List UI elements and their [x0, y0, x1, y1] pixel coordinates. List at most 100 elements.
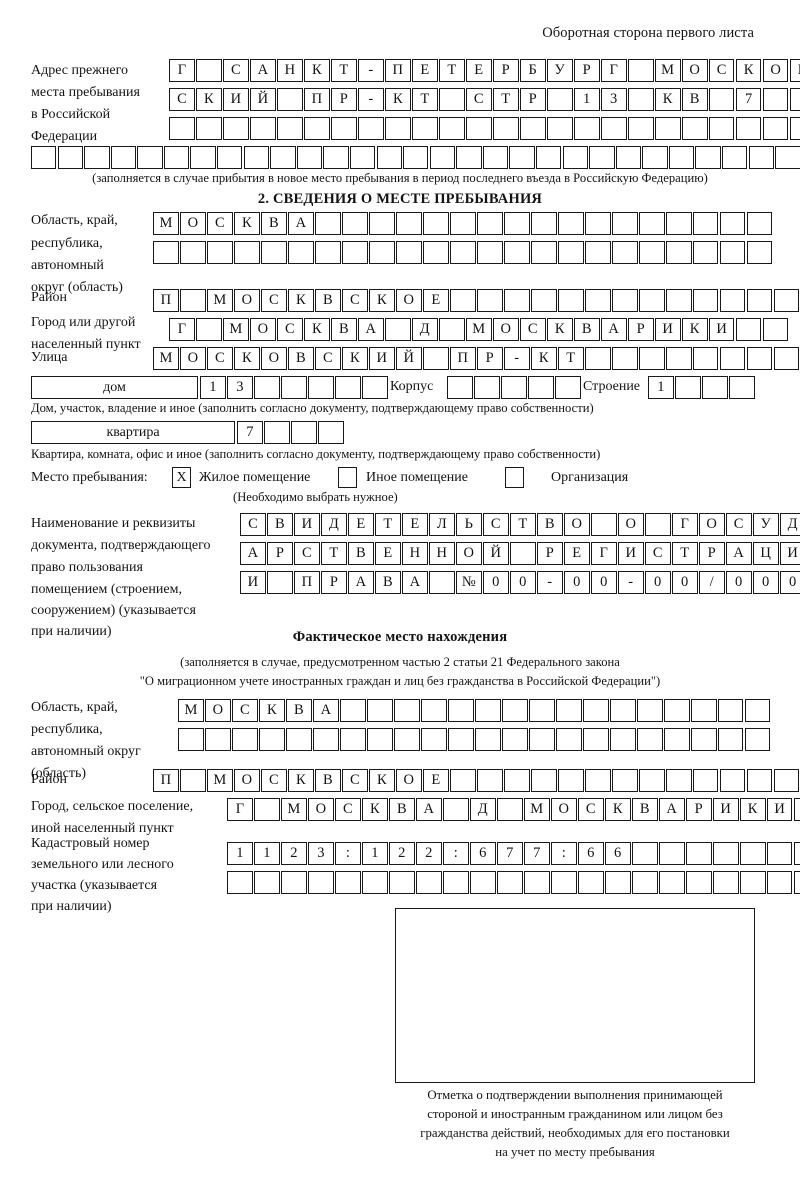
char-cell[interactable]: П [384, 59, 411, 82]
char-cell[interactable] [449, 769, 476, 792]
char-cell[interactable] [722, 146, 748, 169]
char-cell[interactable]: 0 [671, 571, 698, 594]
char-cell[interactable]: Е [563, 542, 590, 565]
char-cell[interactable]: К [368, 769, 395, 792]
char-cell[interactable] [719, 212, 746, 235]
char-cell[interactable]: Р [519, 88, 546, 111]
char-cell[interactable] [361, 376, 388, 399]
char-cell[interactable]: К [530, 347, 557, 370]
char-cell[interactable] [204, 728, 231, 751]
char-cell[interactable] [746, 241, 773, 264]
char-cell[interactable]: О [550, 798, 577, 821]
char-cell[interactable] [636, 699, 663, 722]
char-cell[interactable]: К [681, 318, 708, 341]
actual-region-row-2[interactable] [178, 728, 772, 751]
char-cell[interactable] [422, 241, 449, 264]
char-cell[interactable]: Б [519, 59, 546, 82]
cadastral-row-2[interactable] [227, 871, 800, 894]
char-cell[interactable] [280, 376, 307, 399]
char-cell[interactable]: С [206, 347, 233, 370]
char-cell[interactable]: Д [320, 513, 347, 536]
char-cell[interactable] [503, 289, 530, 312]
char-cell[interactable]: И [240, 571, 266, 594]
char-cell[interactable]: Е [347, 513, 374, 536]
char-cell[interactable] [137, 146, 163, 169]
char-cell[interactable]: К [287, 289, 314, 312]
char-cell[interactable]: А [401, 571, 428, 594]
char-cell[interactable]: К [604, 798, 631, 821]
char-cell[interactable]: О [179, 347, 206, 370]
char-cell[interactable] [611, 289, 638, 312]
char-cell[interactable]: М [178, 699, 204, 722]
char-cell[interactable]: 1 [361, 842, 388, 865]
char-cell[interactable]: И [654, 318, 681, 341]
char-cell[interactable] [746, 289, 773, 312]
char-cell[interactable] [253, 871, 280, 894]
char-cell[interactable] [530, 769, 557, 792]
char-cell[interactable] [227, 871, 253, 894]
char-cell[interactable]: А [240, 542, 266, 565]
char-cell[interactable] [438, 318, 465, 341]
char-cell[interactable]: Т [557, 347, 584, 370]
char-cell[interactable] [357, 117, 384, 140]
char-cell[interactable] [719, 241, 746, 264]
char-cell[interactable] [766, 842, 793, 865]
char-cell[interactable]: 2 [415, 842, 442, 865]
char-cell[interactable] [312, 728, 339, 751]
char-cell[interactable] [395, 212, 422, 235]
char-cell[interactable] [84, 146, 110, 169]
checkbox-inoe[interactable] [338, 467, 357, 488]
char-cell[interactable]: К [739, 798, 766, 821]
char-cell[interactable]: Г [590, 542, 617, 565]
char-cell[interactable] [665, 289, 692, 312]
char-cell[interactable] [366, 728, 393, 751]
char-cell[interactable] [530, 289, 557, 312]
char-cell[interactable]: 1 [648, 376, 674, 399]
char-cell[interactable] [746, 347, 773, 370]
char-cell[interactable] [744, 699, 771, 722]
char-cell[interactable]: 1 [227, 842, 253, 865]
char-cell[interactable] [523, 871, 550, 894]
char-cell[interactable]: С [169, 88, 195, 111]
char-cell[interactable] [665, 769, 692, 792]
char-cell[interactable]: Й [395, 347, 422, 370]
char-cell[interactable] [501, 728, 528, 751]
char-cell[interactable] [422, 347, 449, 370]
char-cell[interactable]: Н [401, 542, 428, 565]
char-cell[interactable]: А [312, 699, 339, 722]
char-cell[interactable] [789, 117, 800, 140]
char-cell[interactable]: С [725, 513, 752, 536]
char-cell[interactable] [573, 117, 600, 140]
char-cell[interactable]: О [260, 347, 287, 370]
char-cell[interactable] [636, 728, 663, 751]
char-cell[interactable] [708, 88, 735, 111]
char-cell[interactable]: Е [422, 289, 449, 312]
char-cell[interactable]: К [233, 347, 260, 370]
char-cell[interactable] [447, 728, 474, 751]
char-cell[interactable] [609, 728, 636, 751]
char-cell[interactable] [685, 842, 712, 865]
char-cell[interactable] [654, 117, 681, 140]
char-cell[interactable] [557, 289, 584, 312]
char-cell[interactable]: С [314, 347, 341, 370]
char-cell[interactable]: Г [169, 59, 195, 82]
char-cell[interactable] [442, 798, 469, 821]
flat-cells[interactable]: 7 [237, 421, 345, 444]
char-cell[interactable]: / [698, 571, 725, 594]
char-cell[interactable]: М [206, 769, 233, 792]
char-cell[interactable]: М [222, 318, 249, 341]
char-cell[interactable]: - [357, 88, 384, 111]
char-cell[interactable]: У [752, 513, 779, 536]
char-cell[interactable]: 1 [200, 376, 226, 399]
char-cell[interactable] [456, 146, 482, 169]
char-cell[interactable] [627, 88, 654, 111]
char-cell[interactable]: В [374, 571, 401, 594]
char-cell[interactable] [233, 241, 260, 264]
char-cell[interactable] [509, 146, 535, 169]
char-cell[interactable] [258, 728, 285, 751]
char-cell[interactable] [349, 146, 376, 169]
